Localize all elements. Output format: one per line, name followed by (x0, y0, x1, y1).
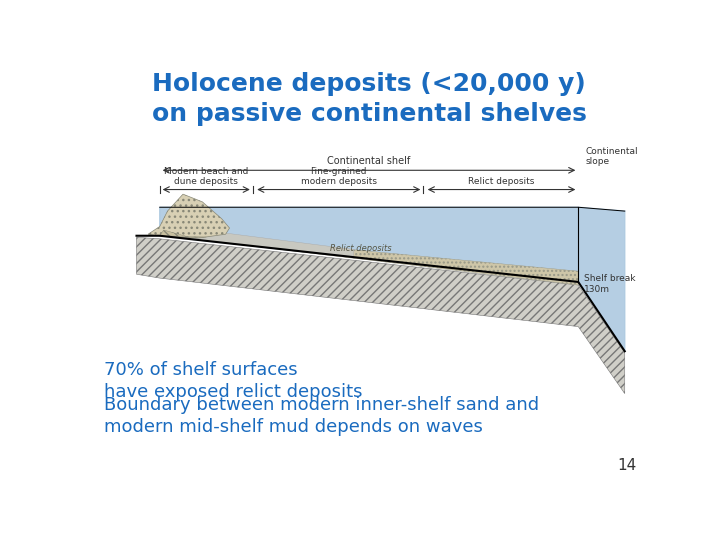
Polygon shape (191, 234, 578, 285)
Text: Boundary between modern inner-shelf sand and
modern mid-shelf mud depends on wav: Boundary between modern inner-shelf sand… (104, 396, 539, 436)
Polygon shape (137, 237, 625, 394)
Text: Holocene deposits (<20,000 y)
on passive continental shelves: Holocene deposits (<20,000 y) on passive… (152, 72, 586, 126)
Text: Fine-grained
modern deposits: Fine-grained modern deposits (301, 167, 377, 186)
Text: Modern beach and
dune deposits: Modern beach and dune deposits (164, 167, 248, 186)
Text: Relict deposits: Relict deposits (330, 244, 392, 253)
Polygon shape (175, 227, 354, 257)
Text: 70% of shelf surfaces
have exposed relict deposits: 70% of shelf surfaces have exposed relic… (104, 361, 362, 401)
Text: 14: 14 (617, 458, 636, 473)
Text: Relict deposits: Relict deposits (468, 178, 535, 186)
Text: Continental
slope: Continental slope (586, 147, 639, 166)
Polygon shape (148, 194, 230, 238)
Polygon shape (160, 207, 625, 351)
Text: Continental shelf: Continental shelf (328, 157, 410, 166)
Polygon shape (160, 230, 206, 238)
Text: Shelf break
130m: Shelf break 130m (585, 274, 636, 294)
